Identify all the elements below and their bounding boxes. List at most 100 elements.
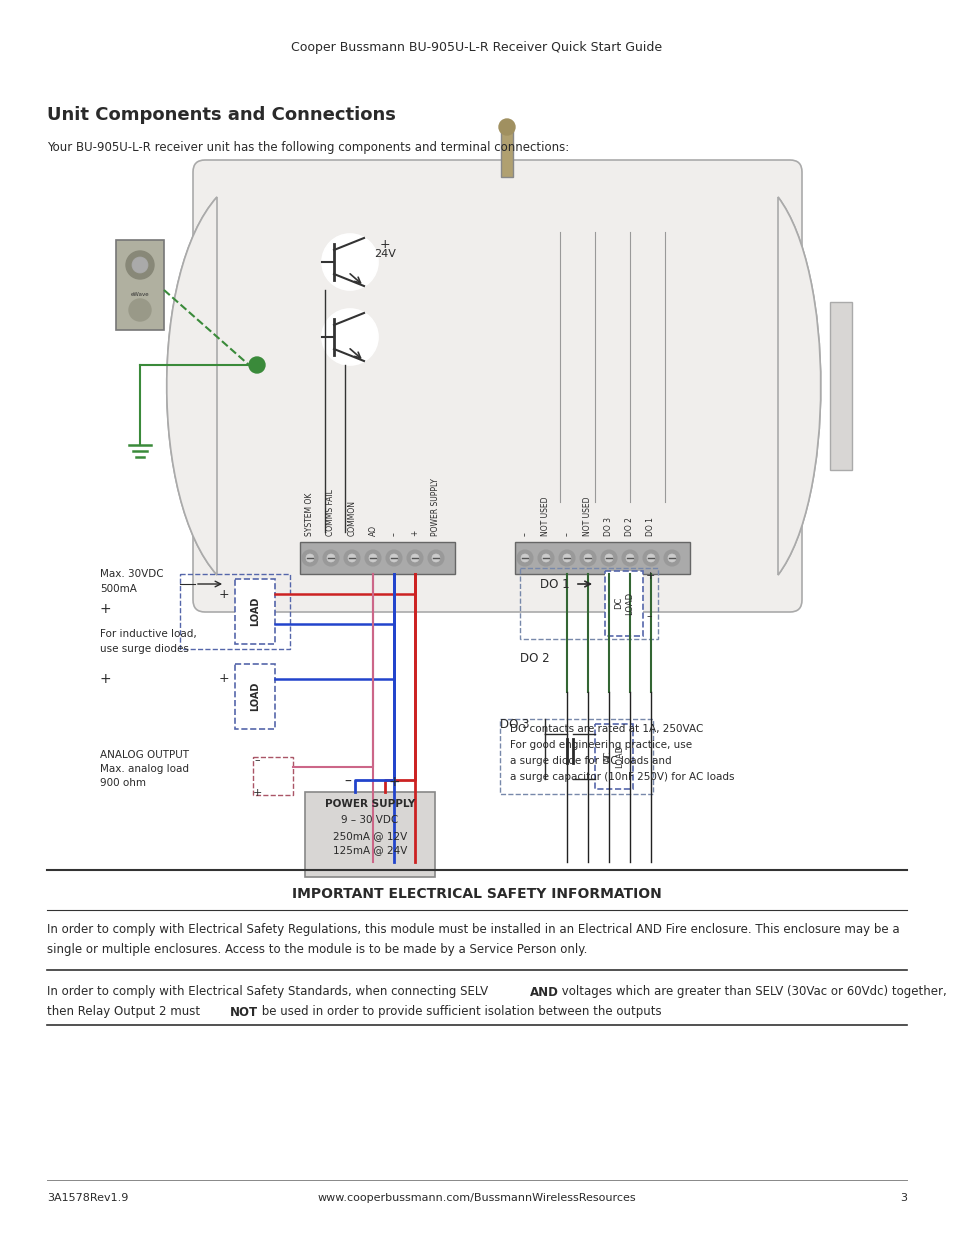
Text: a surge diode for DC loads and: a surge diode for DC loads and (510, 756, 671, 766)
Circle shape (249, 357, 265, 373)
Bar (305, 792, 435, 877)
Circle shape (386, 550, 401, 566)
Text: For good engineering practice, use: For good engineering practice, use (510, 740, 691, 750)
Circle shape (129, 299, 151, 321)
Circle shape (348, 555, 355, 562)
Text: SYSTEM OK: SYSTEM OK (305, 493, 314, 536)
Circle shape (323, 550, 338, 566)
Bar (829, 303, 851, 471)
Circle shape (498, 119, 515, 135)
Text: +: + (252, 788, 261, 798)
Text: AO: AO (368, 525, 377, 536)
Text: POWER SUPPLY: POWER SUPPLY (431, 478, 440, 536)
Text: COMMS FAIL: COMMS FAIL (326, 489, 335, 536)
Text: +: + (100, 672, 112, 685)
Circle shape (302, 550, 317, 566)
Text: 250mA @ 12V: 250mA @ 12V (333, 831, 407, 841)
Text: 500mA: 500mA (100, 584, 136, 594)
Circle shape (600, 550, 617, 566)
Text: –: – (253, 755, 259, 764)
Circle shape (621, 550, 638, 566)
Text: ANALOG OUTPUT: ANALOG OUTPUT (100, 750, 189, 760)
PathPatch shape (167, 198, 216, 576)
Bar (253, 757, 293, 795)
Text: LOAD: LOAD (250, 597, 260, 626)
FancyBboxPatch shape (193, 161, 801, 613)
Text: +: + (389, 776, 400, 789)
Text: www.cooperbussmann.com/BussmannWirelessResources: www.cooperbussmann.com/BussmannWirelessR… (317, 1193, 636, 1203)
Text: Cooper Bussmann BU-905U-L-R Receiver Quick Start Guide: Cooper Bussmann BU-905U-L-R Receiver Qui… (291, 42, 662, 54)
Text: DO 3: DO 3 (604, 517, 613, 536)
Text: AC
LOAD: AC LOAD (603, 745, 623, 768)
Bar (499, 719, 652, 794)
Circle shape (562, 555, 571, 562)
Bar (116, 240, 164, 330)
Circle shape (407, 550, 422, 566)
Text: DC
LOAD: DC LOAD (614, 592, 633, 615)
Circle shape (255, 762, 266, 772)
Text: +: + (218, 673, 229, 685)
Circle shape (537, 550, 554, 566)
Text: +: + (100, 601, 112, 616)
Bar (500, 127, 513, 177)
Text: +: + (645, 571, 655, 580)
Circle shape (322, 309, 377, 366)
Text: DO 1: DO 1 (539, 578, 569, 590)
PathPatch shape (778, 198, 820, 576)
Circle shape (327, 555, 335, 562)
Circle shape (411, 555, 418, 562)
Text: 9 – 30 VDC: 9 – 30 VDC (341, 815, 398, 825)
Text: In order to comply with Electrical Safety Standards, when connecting SELV: In order to comply with Electrical Safet… (47, 986, 492, 999)
Circle shape (255, 781, 266, 790)
Text: 900 ohm: 900 ohm (100, 778, 146, 788)
Text: eWave: eWave (131, 293, 150, 298)
Circle shape (344, 550, 359, 566)
Bar (299, 542, 455, 574)
Circle shape (428, 550, 443, 566)
Circle shape (642, 550, 659, 566)
Text: NOT: NOT (230, 1005, 258, 1019)
Bar (234, 664, 274, 729)
Circle shape (541, 555, 550, 562)
Bar (515, 542, 689, 574)
Circle shape (667, 555, 676, 562)
Circle shape (126, 251, 153, 279)
Text: be used in order to provide sufficient isolation between the outputs: be used in order to provide sufficient i… (257, 1005, 661, 1019)
Text: LOAD: LOAD (250, 682, 260, 710)
Text: Your BU-905U-L-R receiver unit has the following components and terminal connect: Your BU-905U-L-R receiver unit has the f… (47, 141, 569, 153)
Circle shape (132, 257, 148, 273)
Circle shape (369, 555, 376, 562)
Text: +: + (218, 588, 229, 600)
Text: DO 2: DO 2 (519, 652, 549, 666)
Text: a surge capacitor (10nF 250V) for AC loads: a surge capacitor (10nF 250V) for AC loa… (510, 772, 734, 782)
Bar (604, 571, 642, 636)
Text: Unit Components and Connections: Unit Components and Connections (47, 106, 395, 124)
Text: single or multiple enclosures. Access to the module is to be made by a Service P: single or multiple enclosures. Access to… (47, 944, 587, 956)
Circle shape (558, 550, 575, 566)
Text: DO 2: DO 2 (625, 517, 634, 536)
Circle shape (646, 555, 655, 562)
Circle shape (663, 550, 679, 566)
Circle shape (322, 233, 377, 290)
Text: POWER SUPPLY: POWER SUPPLY (325, 799, 415, 809)
Text: For inductive load,: For inductive load, (100, 629, 196, 638)
Text: +: + (410, 530, 419, 536)
Text: 3A1578Rev1.9: 3A1578Rev1.9 (47, 1193, 129, 1203)
Circle shape (625, 555, 634, 562)
Circle shape (390, 555, 397, 562)
Text: 3: 3 (899, 1193, 906, 1203)
Text: use surge diodes: use surge diodes (100, 643, 189, 655)
Text: –: – (344, 776, 351, 789)
Circle shape (604, 555, 613, 562)
Text: In order to comply with Electrical Safety Regulations, this module must be insta: In order to comply with Electrical Safet… (47, 924, 899, 936)
Circle shape (517, 550, 533, 566)
Text: voltages which are greater than SELV (30Vac or 60Vdc) together,: voltages which are greater than SELV (30… (558, 986, 945, 999)
Bar (180, 574, 290, 650)
Text: –: – (645, 611, 651, 621)
Text: –: – (520, 532, 529, 536)
Circle shape (583, 555, 592, 562)
Bar (595, 724, 633, 789)
Circle shape (520, 555, 529, 562)
Text: +: + (379, 237, 390, 251)
Text: 24V: 24V (374, 249, 395, 259)
